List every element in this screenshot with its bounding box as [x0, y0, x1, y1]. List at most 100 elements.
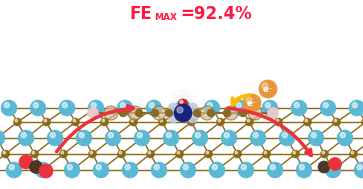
Circle shape [212, 165, 217, 170]
Circle shape [224, 133, 229, 138]
Circle shape [125, 165, 130, 170]
Circle shape [33, 103, 38, 108]
Circle shape [200, 106, 214, 120]
Circle shape [250, 130, 266, 146]
Circle shape [90, 151, 93, 154]
Circle shape [246, 97, 252, 103]
Circle shape [178, 99, 188, 109]
Circle shape [135, 109, 143, 116]
Circle shape [323, 103, 328, 108]
Circle shape [177, 151, 180, 154]
Circle shape [19, 155, 33, 169]
Circle shape [291, 150, 299, 158]
Text: e⁻: e⁻ [247, 98, 257, 108]
Circle shape [168, 103, 178, 113]
Circle shape [177, 107, 183, 113]
Circle shape [137, 133, 142, 138]
Circle shape [62, 103, 67, 108]
Circle shape [340, 133, 345, 138]
Circle shape [119, 151, 122, 154]
Text: =92.4%: =92.4% [180, 5, 252, 23]
Circle shape [276, 119, 279, 122]
Circle shape [207, 103, 212, 108]
Circle shape [79, 133, 84, 138]
Circle shape [180, 162, 196, 178]
Circle shape [224, 106, 238, 120]
Circle shape [270, 165, 275, 170]
Circle shape [265, 103, 270, 108]
Circle shape [147, 150, 155, 158]
Circle shape [253, 133, 258, 138]
Circle shape [89, 150, 97, 158]
Circle shape [204, 100, 220, 116]
Circle shape [243, 94, 261, 112]
Circle shape [4, 103, 9, 108]
Circle shape [148, 151, 151, 154]
Circle shape [248, 106, 262, 120]
Circle shape [294, 103, 299, 108]
Circle shape [221, 130, 237, 146]
Circle shape [235, 151, 238, 154]
Circle shape [104, 106, 118, 120]
Circle shape [38, 165, 43, 170]
Circle shape [192, 130, 208, 146]
Circle shape [72, 118, 79, 126]
Circle shape [333, 118, 340, 126]
Circle shape [188, 113, 198, 123]
Circle shape [76, 130, 92, 146]
Circle shape [349, 100, 363, 116]
Circle shape [241, 165, 246, 170]
Circle shape [154, 165, 159, 170]
Circle shape [166, 109, 172, 116]
Circle shape [0, 130, 5, 146]
Circle shape [1, 150, 9, 158]
Circle shape [30, 100, 46, 116]
Circle shape [209, 162, 225, 178]
Circle shape [134, 130, 150, 146]
Circle shape [354, 162, 363, 178]
Circle shape [163, 130, 179, 146]
Circle shape [206, 151, 209, 154]
Circle shape [6, 162, 22, 178]
Circle shape [61, 151, 64, 154]
Circle shape [174, 104, 192, 122]
Circle shape [321, 150, 329, 158]
Circle shape [308, 130, 324, 146]
Circle shape [183, 165, 188, 170]
Circle shape [282, 133, 287, 138]
Circle shape [204, 150, 212, 158]
Circle shape [73, 119, 76, 122]
Circle shape [175, 150, 184, 158]
Circle shape [118, 150, 126, 158]
Circle shape [262, 83, 268, 89]
Circle shape [151, 162, 167, 178]
Circle shape [233, 150, 241, 158]
Text: FE: FE [129, 5, 152, 23]
Circle shape [50, 133, 55, 138]
Circle shape [108, 133, 113, 138]
Circle shape [262, 150, 270, 158]
Circle shape [117, 100, 133, 116]
Circle shape [21, 133, 26, 138]
Circle shape [325, 162, 341, 178]
Circle shape [329, 157, 342, 170]
Circle shape [42, 118, 50, 126]
Circle shape [208, 109, 215, 116]
Circle shape [337, 130, 353, 146]
Circle shape [291, 100, 307, 116]
Circle shape [166, 133, 171, 138]
Circle shape [122, 162, 138, 178]
Circle shape [146, 100, 162, 116]
Circle shape [64, 162, 80, 178]
Circle shape [67, 165, 72, 170]
Circle shape [88, 100, 104, 116]
Circle shape [102, 119, 105, 122]
Text: e⁻: e⁻ [263, 84, 273, 94]
Circle shape [318, 161, 330, 173]
Circle shape [334, 119, 337, 122]
Circle shape [362, 118, 363, 126]
Circle shape [160, 119, 163, 122]
Circle shape [238, 162, 254, 178]
Circle shape [274, 118, 282, 126]
Circle shape [296, 162, 312, 178]
